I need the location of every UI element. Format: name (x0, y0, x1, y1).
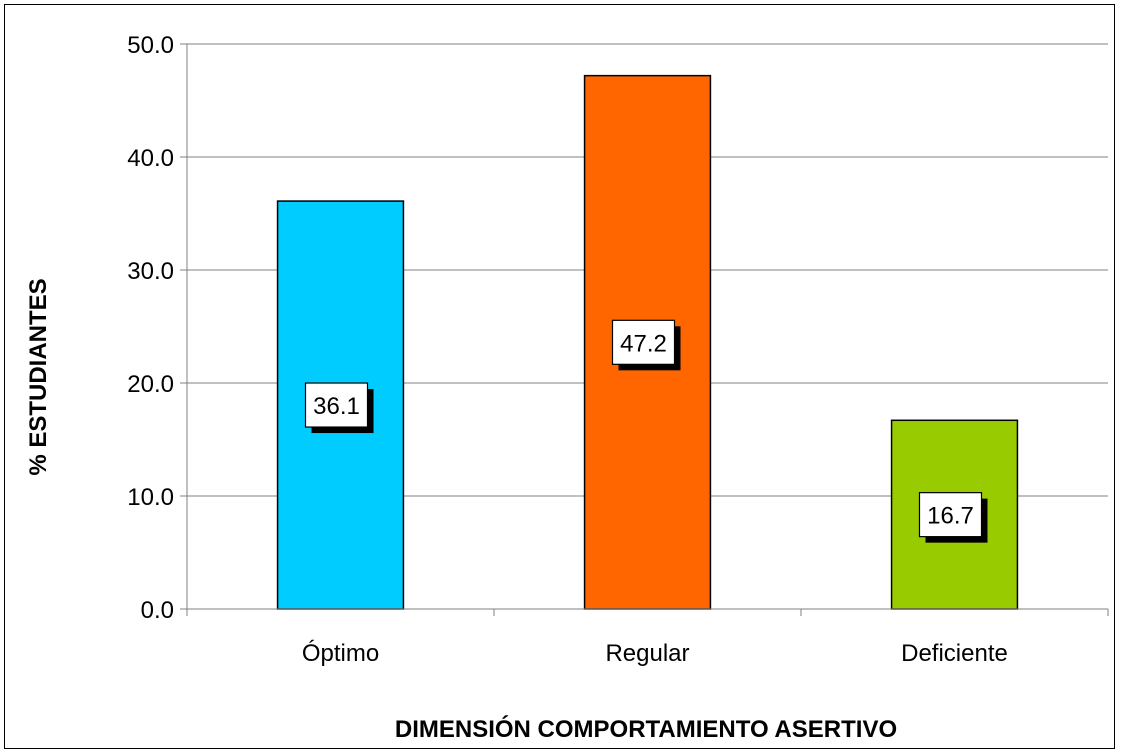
data-label: 36.1 (313, 393, 360, 420)
y-tick-label: 10.0 (127, 484, 174, 511)
y-tick-label: 0.0 (141, 597, 174, 624)
x-axis-title: DIMENSIÓN COMPORTAMIENTO ASERTIVO (395, 715, 897, 743)
data-label-box (611, 319, 676, 365)
x-category-label: Regular (605, 640, 689, 667)
data-label-box (304, 382, 369, 428)
y-tick-label: 40.0 (127, 145, 174, 172)
y-tick-label: 30.0 (127, 258, 174, 285)
x-category-label: Deficiente (901, 640, 1008, 667)
data-labels: 36.1 47.2 16.7 (304, 319, 988, 543)
y-tick-label: 50.0 (127, 32, 174, 59)
y-axis-title: % ESTUDIANTES (25, 278, 52, 475)
data-label-box (918, 492, 983, 538)
data-label: 16.7 (927, 503, 974, 530)
y-tick-label: 20.0 (127, 371, 174, 398)
data-label: 47.2 (620, 330, 667, 357)
axes (180, 43, 1109, 616)
x-category-label: Óptimo (302, 640, 379, 667)
y-tick-labels: 0.0 10.0 20.0 30.0 40.0 50.0 (127, 32, 174, 624)
bars (276, 74, 1019, 610)
chart-frame (4, 4, 1115, 749)
x-category-labels: Óptimo Regular Deficiente (302, 640, 1008, 667)
